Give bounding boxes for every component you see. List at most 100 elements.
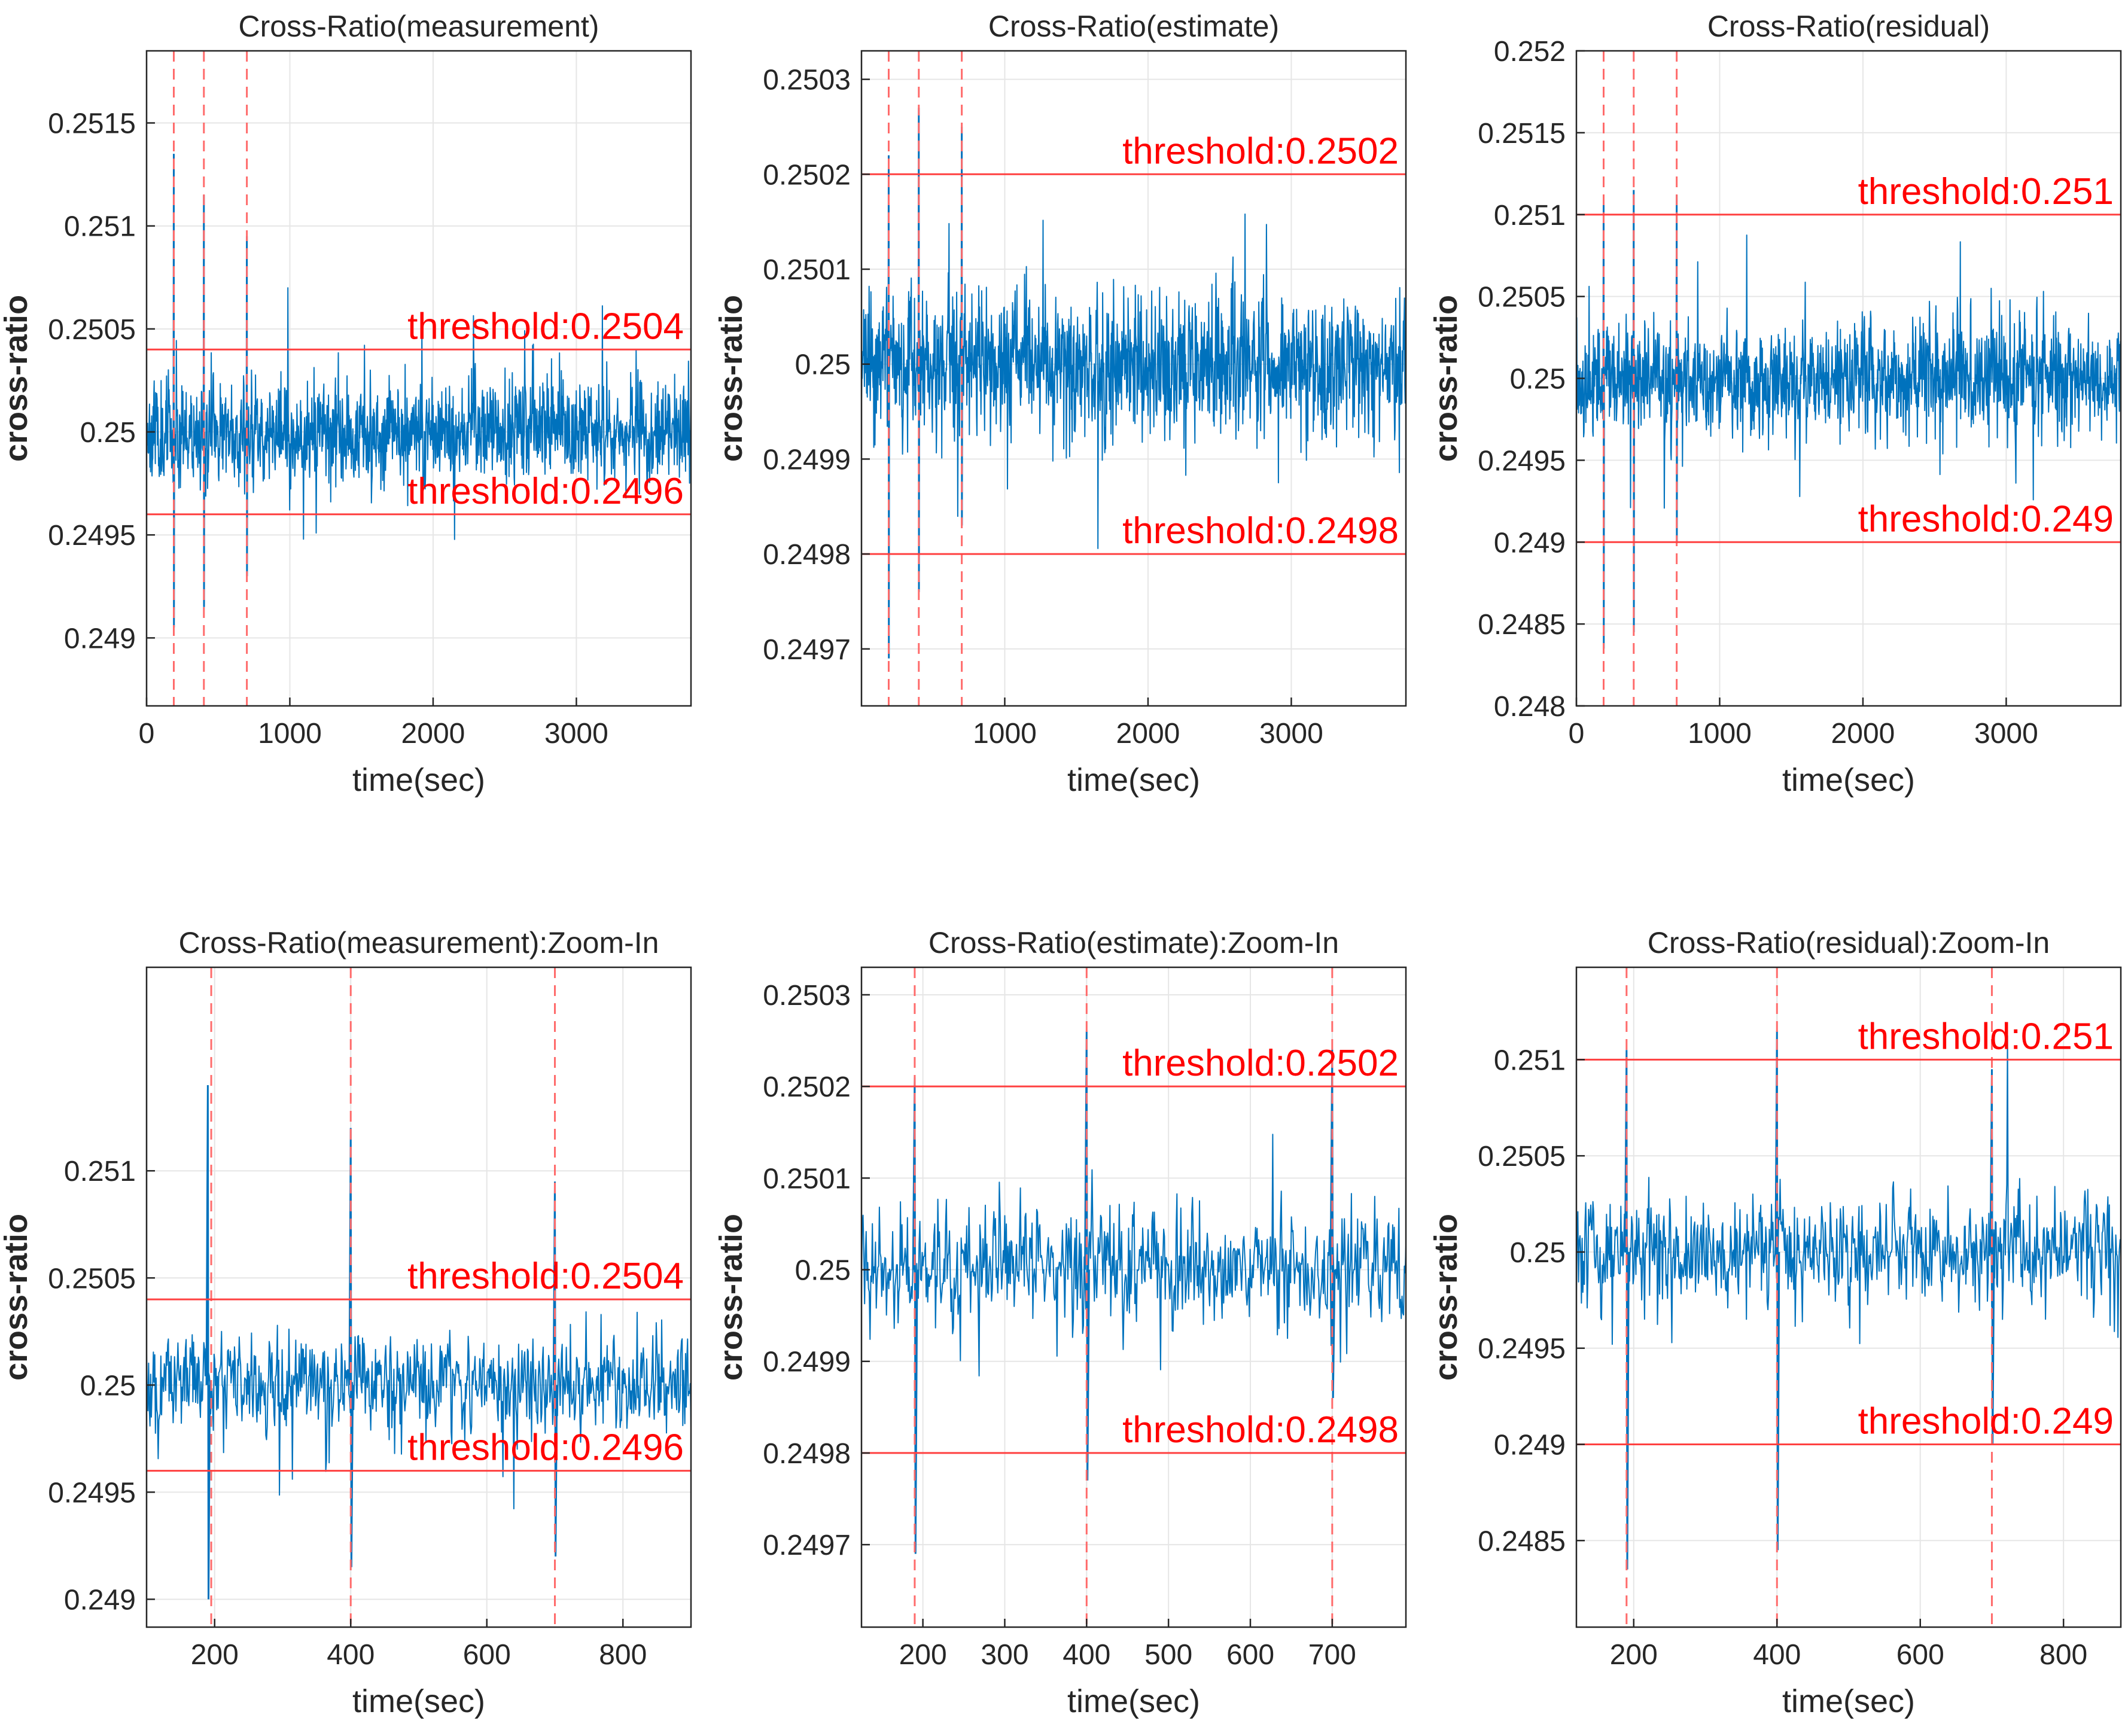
subplot-6: threshold:0.251 threshold:0.249 200 400 600 8…	[1428, 926, 2122, 1719]
y-tick-label: 0.249	[1494, 1430, 1566, 1461]
x-tick-label: 200	[1610, 1639, 1658, 1671]
y-axis-label: cross-ratio	[713, 295, 749, 462]
x-tick-label: 700	[1308, 1639, 1356, 1671]
y-tick-label: 0.2503	[763, 980, 851, 1012]
y-tick-label: 0.249	[64, 1584, 136, 1616]
subplot-4: threshold:0.2504 threshold:0.2496 200 400 60…	[0, 926, 692, 1719]
y-tick-label: 0.25	[1510, 1237, 1566, 1269]
signal-trace	[861, 213, 1406, 549]
threshold-label-1: threshold:0.251	[1858, 171, 2114, 212]
chart-title: Cross-Ratio(measurement)	[239, 10, 599, 43]
y-tick-label: 0.249	[1494, 527, 1566, 559]
y-tick-label: 0.248	[1494, 691, 1566, 723]
threshold-label-2: threshold:0.2496	[407, 1427, 684, 1469]
axes-box	[145, 50, 692, 707]
y-axis-label: cross-ratio	[0, 295, 34, 462]
axes-box	[860, 50, 1407, 707]
threshold-label-2: threshold:0.249	[1858, 498, 2114, 540]
y-tick-label: 0.251	[1494, 200, 1566, 232]
threshold-label-2: threshold:0.249	[1858, 1401, 2114, 1442]
threshold-label-1: threshold:0.2502	[1122, 130, 1399, 172]
x-tick-label: 200	[191, 1639, 239, 1671]
x-tick-label: 400	[1753, 1639, 1801, 1671]
x-tick-label: 1000	[973, 718, 1037, 750]
x-axis-label: time(sec)	[1067, 1683, 1200, 1719]
x-axis-label: time(sec)	[352, 762, 485, 798]
y-tick-label: 0.2495	[1478, 1333, 1566, 1365]
y-tick-label: 0.2495	[1478, 445, 1566, 477]
x-axis-label: time(sec)	[1067, 762, 1200, 798]
x-tick-label: 1000	[258, 718, 322, 750]
x-tick-label: 1000	[1688, 718, 1752, 750]
y-tick-label: 0.249	[64, 623, 136, 654]
x-tick-label: 400	[327, 1639, 375, 1671]
y-tick-label: 0.2498	[763, 1438, 851, 1470]
x-tick-label: 3000	[544, 718, 608, 750]
threshold-label-2: threshold:0.2498	[1122, 510, 1399, 552]
signal-trace	[1576, 234, 2121, 509]
chart-title: Cross-Ratio(estimate)	[988, 10, 1279, 43]
x-axis-label: time(sec)	[352, 1683, 485, 1719]
y-tick-label: 0.252	[1494, 36, 1566, 68]
signal-trace	[147, 287, 691, 540]
x-tick-label: 3000	[1259, 718, 1323, 750]
axes-box	[1575, 966, 2122, 1628]
subplot-2: threshold:0.2502 threshold:0.2498 1000 2000…	[713, 10, 1407, 798]
y-axis-label: cross-ratio	[0, 1214, 34, 1381]
axes-box	[145, 966, 692, 1628]
x-tick-label: 800	[599, 1639, 647, 1671]
y-tick-label: 0.2495	[48, 1477, 136, 1509]
chart-title: Cross-Ratio(estimate):Zoom-In	[928, 926, 1339, 960]
x-tick-label: 3000	[1974, 718, 2038, 750]
y-tick-label: 0.251	[1494, 1044, 1566, 1076]
x-tick-label: 2000	[1831, 718, 1895, 750]
y-tick-label: 0.2505	[1478, 282, 1566, 313]
threshold-label-1: threshold:0.2502	[1122, 1043, 1399, 1084]
chart-title: Cross-Ratio(residual)	[1707, 10, 1990, 43]
y-tick-label: 0.2495	[48, 520, 136, 552]
y-tick-label: 0.2502	[763, 159, 851, 191]
subplot-1: threshold:0.2504 threshold:0.2496 0 1000 200…	[0, 10, 692, 798]
subplot-5: threshold:0.2502 threshold:0.2498 200 300 40…	[713, 926, 1407, 1719]
threshold-label-1: threshold:0.2504	[407, 306, 684, 347]
axes-box	[860, 966, 1407, 1628]
y-tick-label: 0.2505	[1478, 1141, 1566, 1172]
y-tick-label: 0.25	[795, 349, 851, 381]
signal-trace	[1576, 1035, 2121, 1345]
x-tick-label: 2000	[401, 718, 465, 750]
y-tick-label: 0.2498	[763, 539, 851, 571]
x-tick-label: 200	[899, 1639, 947, 1671]
x-tick-label: 2000	[1116, 718, 1180, 750]
y-tick-label: 0.2499	[763, 444, 851, 476]
threshold-label-1: threshold:0.2504	[407, 1256, 684, 1297]
y-axis-label: cross-ratio	[1428, 295, 1464, 462]
y-tick-label: 0.2505	[48, 314, 136, 346]
x-tick-label: 500	[1144, 1639, 1192, 1671]
y-tick-label: 0.25	[80, 1370, 136, 1402]
y-tick-label: 0.2515	[1478, 118, 1566, 150]
x-tick-label: 300	[981, 1639, 1028, 1671]
x-axis-label: time(sec)	[1782, 1683, 1915, 1719]
y-tick-label: 0.2499	[763, 1347, 851, 1378]
y-tick-label: 0.251	[64, 1156, 136, 1187]
chart-title: Cross-Ratio(measurement):Zoom-In	[179, 926, 659, 960]
threshold-label-1: threshold:0.251	[1858, 1016, 2114, 1057]
y-tick-label: 0.25	[795, 1255, 851, 1287]
y-tick-label: 0.2501	[763, 254, 851, 286]
y-tick-label: 0.2497	[763, 1530, 851, 1561]
x-tick-label: 600	[463, 1639, 511, 1671]
y-tick-label: 0.25	[80, 417, 136, 449]
threshold-label-2: threshold:0.2496	[407, 471, 684, 512]
y-tick-label: 0.25	[1510, 364, 1566, 395]
spike-1	[887, 155, 890, 659]
subplot-3: threshold:0.251 threshold:0.249 0 1000 2000 3…	[1428, 10, 2122, 798]
signal-trace	[147, 1311, 691, 1510]
x-axis-label: time(sec)	[1782, 762, 1915, 798]
threshold-label-2: threshold:0.2498	[1122, 1409, 1399, 1451]
y-tick-label: 0.2501	[763, 1163, 851, 1195]
x-tick-label: 600	[1896, 1639, 1944, 1671]
x-tick-label: 0	[139, 718, 155, 750]
x-tick-label: 0	[1569, 718, 1585, 750]
y-tick-label: 0.251	[64, 211, 136, 243]
